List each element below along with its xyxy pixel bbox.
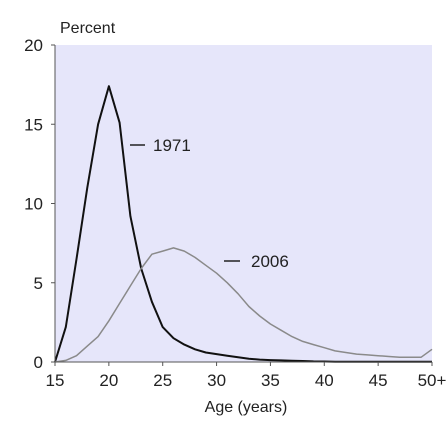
x-tick-label: 45: [369, 371, 388, 390]
y-tick-label: 0: [34, 353, 43, 372]
x-tick-label: 20: [99, 371, 118, 390]
y-tick-label: 10: [24, 195, 43, 214]
x-tick-label: 15: [46, 371, 65, 390]
x-tick-label: 30: [207, 371, 226, 390]
series-label: 1971: [153, 136, 191, 155]
series-label: 2006: [251, 252, 289, 271]
x-axis-title: Age (years): [205, 399, 288, 416]
series-labels: 1971 2006: [130, 136, 289, 271]
x-tick-label: 35: [261, 371, 280, 390]
y-tick-label: 20: [24, 36, 43, 55]
y-tick-label: 5: [34, 274, 43, 293]
y-tick-label: 15: [24, 115, 43, 134]
x-tick-label: 40: [315, 371, 334, 390]
x-tick-label: 25: [153, 371, 172, 390]
axis-layer: 0 5 10 15 20 15 20 25 30 35 40 45 50+: [24, 36, 446, 390]
y-axis-title: Percent: [60, 20, 116, 37]
x-tick-label: 50+: [418, 371, 447, 390]
series-line-2006: [54, 247, 433, 363]
plot-area: [55, 45, 432, 362]
